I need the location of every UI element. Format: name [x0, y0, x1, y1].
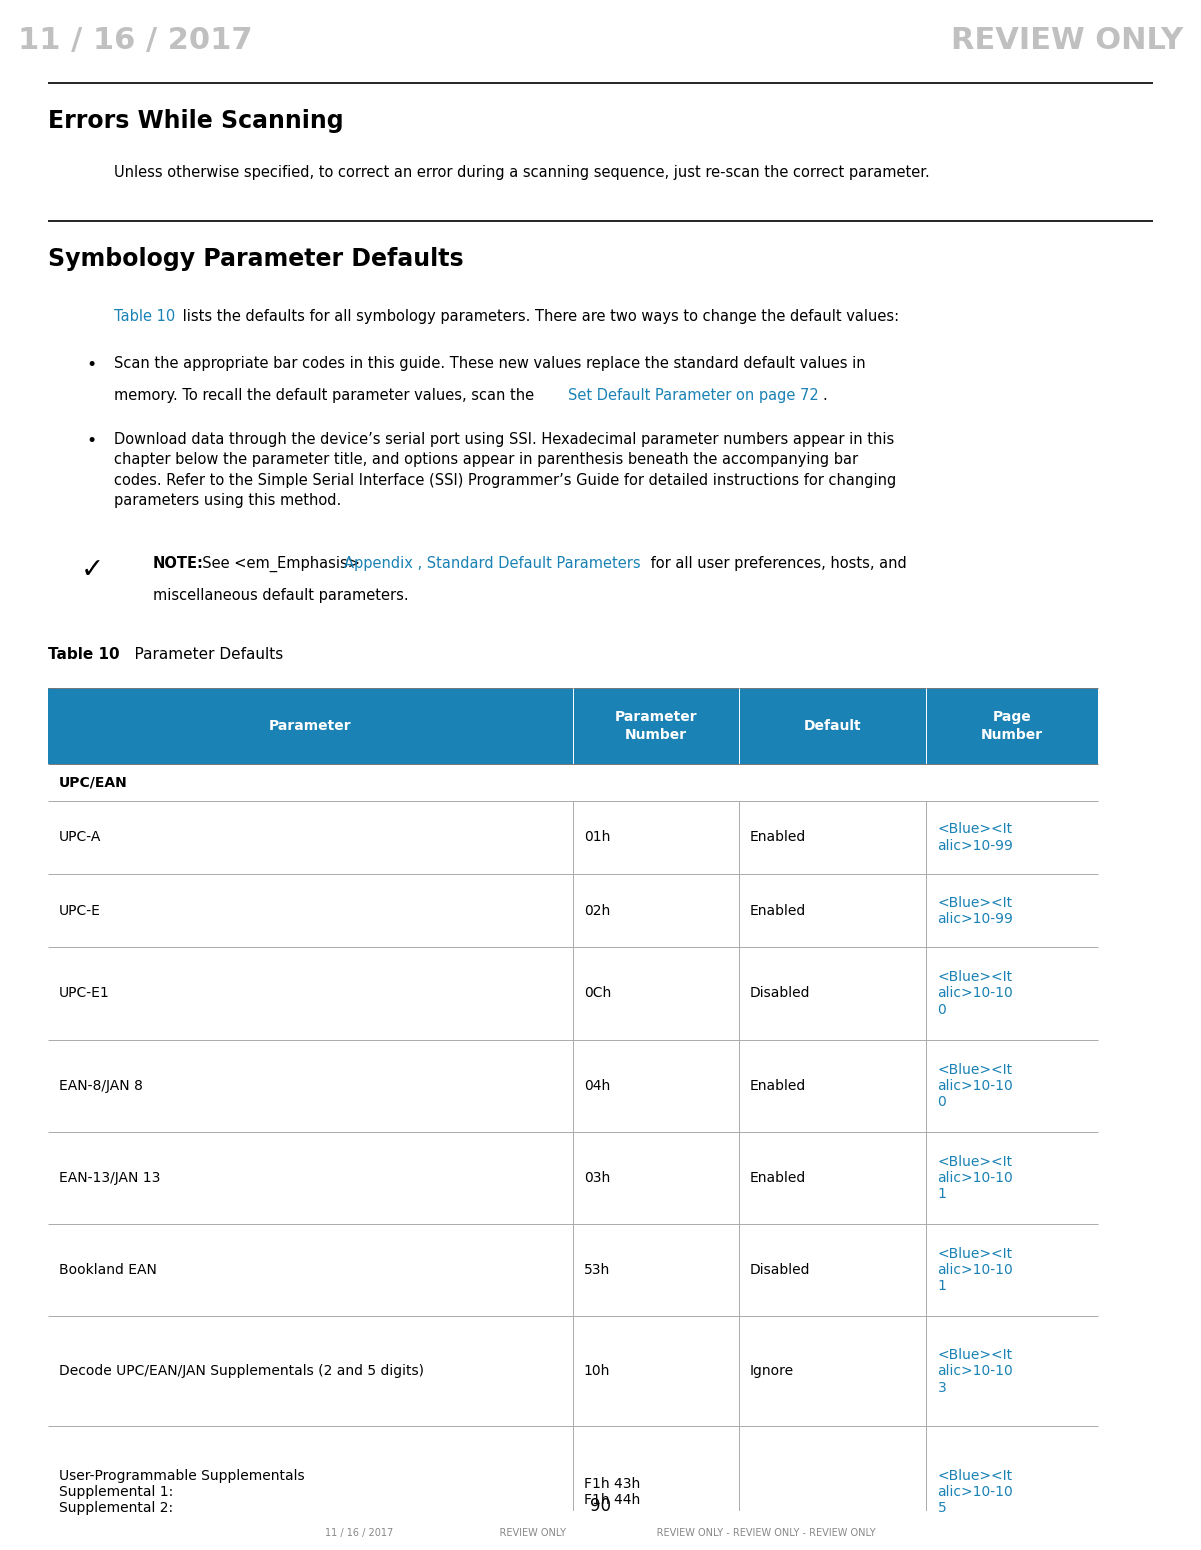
- Text: 10h: 10h: [584, 1364, 610, 1378]
- Bar: [48, 1132, 1098, 1224]
- Bar: [48, 1040, 1098, 1131]
- Text: 11 / 16 / 2017                                  REVIEW ONLY                     : 11 / 16 / 2017 REVIEW ONLY: [325, 1528, 876, 1538]
- Bar: [48, 1316, 1098, 1426]
- Text: <Blue><It
alic>10-10
0: <Blue><It alic>10-10 0: [938, 1063, 1014, 1108]
- Text: REVIEW ONLY: REVIEW ONLY: [951, 26, 1183, 54]
- Text: UPC-A: UPC-A: [59, 831, 101, 845]
- Text: F1h 43h
F1h 44h: F1h 43h F1h 44h: [584, 1477, 640, 1507]
- Text: <Blue><It
alic>10-99: <Blue><It alic>10-99: [938, 823, 1014, 853]
- Text: memory. To recall the default parameter values, scan the: memory. To recall the default parameter …: [114, 388, 539, 403]
- Text: Parameter: Parameter: [269, 719, 352, 733]
- Text: EAN-8/JAN 8: EAN-8/JAN 8: [59, 1079, 143, 1093]
- Bar: [48, 1224, 1098, 1316]
- Bar: [48, 688, 1098, 764]
- Text: ✓: ✓: [82, 556, 104, 584]
- Text: Symbology Parameter Defaults: Symbology Parameter Defaults: [48, 246, 464, 271]
- Text: 53h: 53h: [584, 1263, 610, 1277]
- Text: Enabled: Enabled: [749, 1170, 806, 1186]
- Text: 0Ch: 0Ch: [584, 986, 611, 1000]
- Text: Table 10: Table 10: [114, 308, 175, 324]
- Bar: [48, 801, 1098, 874]
- Text: •: •: [86, 432, 97, 450]
- Text: Scan the appropriate bar codes in this guide. These new values replace the stand: Scan the appropriate bar codes in this g…: [114, 355, 866, 370]
- Text: Enabled: Enabled: [749, 904, 806, 918]
- Text: Page
Number: Page Number: [981, 710, 1044, 742]
- Text: UPC/EAN: UPC/EAN: [59, 775, 127, 789]
- Text: See <em_Emphasis>: See <em_Emphasis>: [193, 556, 360, 572]
- Text: UPC-E: UPC-E: [59, 904, 101, 918]
- Text: NOTE:: NOTE:: [153, 556, 204, 572]
- Text: •: •: [86, 355, 97, 374]
- Text: Errors While Scanning: Errors While Scanning: [48, 110, 343, 133]
- Text: EAN-13/JAN 13: EAN-13/JAN 13: [59, 1170, 161, 1186]
- Bar: [48, 1426, 1098, 1550]
- Text: <Blue><It
alic>10-10
1: <Blue><It alic>10-10 1: [938, 1155, 1014, 1201]
- Bar: [48, 874, 1098, 947]
- Text: Enabled: Enabled: [749, 831, 806, 845]
- Text: Table 10: Table 10: [48, 646, 120, 662]
- Text: <Blue><It
alic>10-10
3: <Blue><It alic>10-10 3: [938, 1348, 1014, 1395]
- Text: <Blue><It
alic>10-10
1: <Blue><It alic>10-10 1: [938, 1248, 1014, 1294]
- Text: Appendix , Standard Default Parameters: Appendix , Standard Default Parameters: [343, 556, 640, 572]
- Text: Disabled: Disabled: [749, 986, 811, 1000]
- Text: Decode UPC/EAN/JAN Supplementals (2 and 5 digits): Decode UPC/EAN/JAN Supplementals (2 and …: [59, 1364, 424, 1378]
- Text: Parameter
Number: Parameter Number: [615, 710, 697, 742]
- Text: 02h: 02h: [584, 904, 610, 918]
- Text: 01h: 01h: [584, 831, 610, 845]
- Text: lists the defaults for all symbology parameters. There are two ways to change th: lists the defaults for all symbology par…: [178, 308, 900, 324]
- Text: Ignore: Ignore: [749, 1364, 794, 1378]
- Text: Symbologies: Symbologies: [543, 31, 658, 50]
- Text: Default: Default: [803, 719, 861, 733]
- Text: 90: 90: [590, 1497, 611, 1514]
- Text: UPC-E1: UPC-E1: [59, 986, 109, 1000]
- Text: Set Default Parameter on page 72: Set Default Parameter on page 72: [568, 388, 819, 403]
- Text: Unless otherwise specified, to correct an error during a scanning sequence, just: Unless otherwise specified, to correct a…: [114, 166, 930, 180]
- Text: Enabled: Enabled: [749, 1079, 806, 1093]
- Bar: [48, 947, 1098, 1040]
- Text: 03h: 03h: [584, 1170, 610, 1186]
- Text: Download data through the device’s serial port using SSI. Hexadecimal parameter : Download data through the device’s seria…: [114, 432, 897, 508]
- Text: 04h: 04h: [584, 1079, 610, 1093]
- Text: for all user preferences, hosts, and: for all user preferences, hosts, and: [646, 556, 907, 572]
- Text: Parameter Defaults: Parameter Defaults: [115, 646, 283, 662]
- Text: Disabled: Disabled: [749, 1263, 811, 1277]
- Text: <Blue><It
alic>10-10
0: <Blue><It alic>10-10 0: [938, 970, 1014, 1017]
- Text: User-Programmable Supplementals
Supplemental 1:
Supplemental 2:: User-Programmable Supplementals Suppleme…: [59, 1469, 305, 1516]
- Text: <Blue><It
alic>10-10
5: <Blue><It alic>10-10 5: [938, 1469, 1014, 1516]
- Text: <Blue><It
alic>10-99: <Blue><It alic>10-99: [938, 896, 1014, 925]
- Text: 11 / 16 / 2017: 11 / 16 / 2017: [18, 26, 252, 54]
- Text: miscellaneous default parameters.: miscellaneous default parameters.: [153, 589, 408, 603]
- Text: Bookland EAN: Bookland EAN: [59, 1263, 157, 1277]
- Text: .: .: [823, 388, 827, 403]
